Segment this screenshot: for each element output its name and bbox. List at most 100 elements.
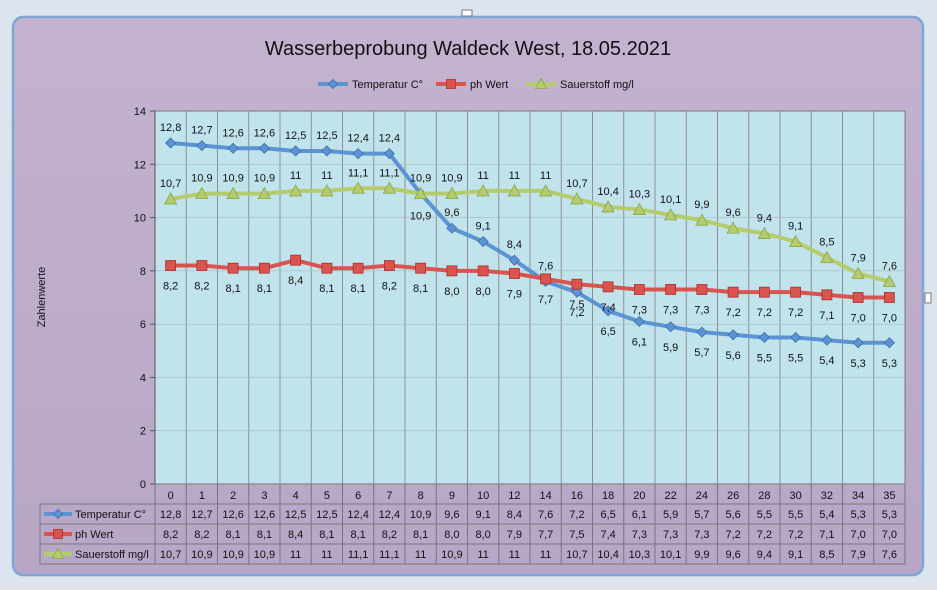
data-point <box>602 305 614 317</box>
data-point <box>508 254 520 266</box>
data-point <box>851 266 865 279</box>
table-cell: 10,1 <box>660 549 681 561</box>
data-point <box>540 273 552 285</box>
data-point <box>727 329 739 341</box>
data-point <box>165 260 177 271</box>
data-label: 10,9 <box>410 173 431 185</box>
data-point <box>821 289 833 301</box>
data-label: 11 <box>321 170 332 182</box>
data-label: 5,5 <box>788 352 803 364</box>
data-point <box>726 221 740 234</box>
data-label: 12,4 <box>347 133 368 145</box>
table-cell: 10,4 <box>597 549 618 561</box>
table-cell: 9,1 <box>788 549 803 561</box>
table-cell: 10,7 <box>160 549 181 561</box>
table-cell: 5,6 <box>725 509 740 521</box>
data-label: 8,1 <box>257 283 272 295</box>
table-legend-marker <box>53 529 63 539</box>
data-label: 11 <box>509 170 520 182</box>
table-row-header: Sauerstoff mg/l <box>75 549 149 561</box>
data-label: 8,1 <box>413 283 428 295</box>
data-point <box>258 262 270 274</box>
grid-lines <box>155 111 905 484</box>
data-point <box>382 181 397 194</box>
data-point <box>352 148 364 160</box>
table-cell: 10,9 <box>191 549 212 561</box>
data-point <box>290 145 302 157</box>
table-cell: 8,2 <box>163 529 178 541</box>
y-tick-label: 0 <box>140 479 146 491</box>
data-label: 12,5 <box>316 130 337 142</box>
data-label: 8,1 <box>225 283 240 295</box>
table-cell: 7,7 <box>538 529 553 541</box>
data-point <box>757 226 772 239</box>
resize-handle-top[interactable] <box>461 9 473 17</box>
table-cell: 8,0 <box>475 529 490 541</box>
data-point <box>196 140 208 152</box>
data-point <box>758 286 770 298</box>
y-tick-label: 14 <box>134 106 146 118</box>
data-label: 10,1 <box>660 194 681 206</box>
data-table: 0 1 2 3 4 5 6 7 8 9 10 12 14 16 18 20 22 24 26 28 30 32 34 35Te… <box>39 484 906 565</box>
y-tick-label: 4 <box>140 372 146 384</box>
x-tick-label: 24 <box>696 490 708 502</box>
table-cell: 12,5 <box>316 509 337 521</box>
data-point <box>852 337 864 349</box>
table-cell: 8,2 <box>194 529 209 541</box>
data-label: 5,4 <box>819 355 834 367</box>
data-label: 10,9 <box>441 173 462 185</box>
data-point <box>571 278 583 290</box>
data-label: 7,9 <box>850 253 865 265</box>
legend-marker <box>446 79 456 89</box>
table-cell: 5,9 <box>663 509 678 521</box>
resize-handle-right[interactable] <box>924 292 932 304</box>
table-cell: 7,9 <box>507 529 522 541</box>
x-tick-label: 10 <box>477 490 489 502</box>
data-label: 12,8 <box>160 122 181 134</box>
data-point <box>383 148 395 160</box>
x-tick-label: 6 <box>355 490 361 502</box>
data-point <box>665 284 677 295</box>
data-point <box>633 315 645 328</box>
table-cell: 10,7 <box>566 549 587 561</box>
data-point <box>665 321 677 333</box>
table-cell: 10,9 <box>222 549 243 561</box>
x-tick-label: 14 <box>540 490 552 502</box>
x-tick-label: 30 <box>790 490 802 502</box>
table-cell: 5,5 <box>788 509 803 521</box>
data-point <box>633 284 645 295</box>
data-point <box>570 192 584 205</box>
data-label: 7,3 <box>694 305 709 317</box>
table-cell: 8,1 <box>257 529 272 541</box>
table-cell: 8,0 <box>444 529 459 541</box>
data-point <box>163 192 178 205</box>
data-point <box>321 145 333 157</box>
data-label: 8,2 <box>382 281 397 293</box>
table-cell: 12,7 <box>191 509 212 521</box>
legend-label: Sauerstoff mg/l <box>560 79 634 91</box>
data-point <box>226 186 240 199</box>
data-point <box>507 184 522 197</box>
table-cell: 12,6 <box>222 509 243 521</box>
data-point <box>446 265 458 277</box>
data-label: 8,2 <box>163 281 178 293</box>
table-cell: 7,9 <box>850 549 865 561</box>
series-2: 8,2 8,2 8,1 8,1 8,4 8,1 8,1 8,2 8,1 8,0 8,0 7,9 7,7 7… <box>163 254 897 325</box>
data-point <box>195 186 209 199</box>
x-tick-label: 28 <box>758 490 770 502</box>
data-label: 9,4 <box>757 213 772 225</box>
x-tick-label: 5 <box>324 490 330 502</box>
data-label: 9,1 <box>475 221 490 233</box>
table-cell: 5,3 <box>850 509 865 521</box>
data-point <box>601 200 615 213</box>
legend: Temperatur C° ph Wert Sauerstoff mg/l <box>318 77 634 91</box>
x-tick-label: 20 <box>633 490 645 502</box>
table-cell: 5,7 <box>694 509 709 521</box>
data-point <box>446 222 458 234</box>
data-label: 9,6 <box>444 207 459 219</box>
data-label: 7,0 <box>850 313 865 325</box>
data-point <box>788 234 803 247</box>
series-group: 12,8 12,7 12,6 12,6 12,5 12,5 12,4 12,4 10,9 9,6 9… <box>160 122 897 370</box>
table-legend-marker <box>51 547 65 559</box>
legend-marker <box>327 78 339 90</box>
